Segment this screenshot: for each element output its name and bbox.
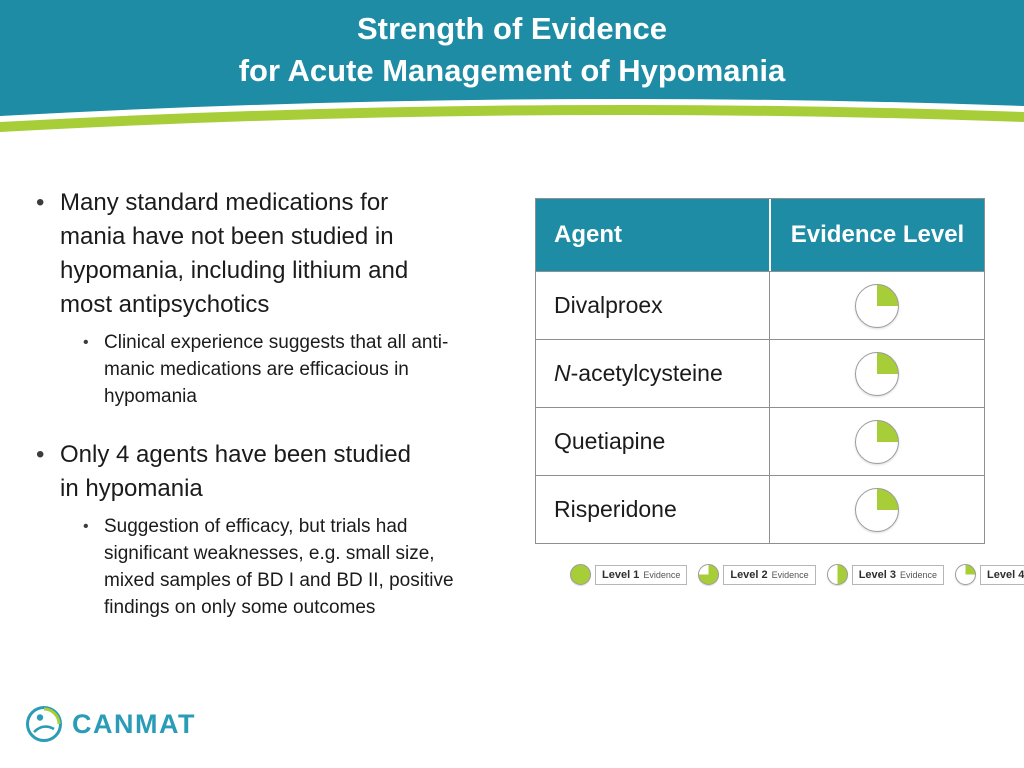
slide-title-line1: Strength of Evidence xyxy=(356,11,668,46)
agent-name: Divalproex xyxy=(536,272,769,339)
legend-level-label: Level 3 xyxy=(858,568,896,581)
bullet-group: Many standard medications for mania have… xyxy=(33,186,533,410)
agent-name-text: Risperidone xyxy=(554,496,677,522)
evidence-cell xyxy=(769,408,984,475)
table-row: Quetiapine xyxy=(536,407,984,475)
agent-name-text: Divalproex xyxy=(554,292,663,318)
bullet-item: Only 4 agents have been studied in hypom… xyxy=(33,438,435,506)
header-teal-shape xyxy=(0,0,1024,116)
agent-name-text: Quetiapine xyxy=(554,428,666,454)
header-band xyxy=(0,0,1024,132)
legend-pie-icon xyxy=(826,564,848,585)
evidence-pie-icon xyxy=(855,283,899,328)
legend-label-box: Level 2 Evidence xyxy=(723,564,816,585)
canmat-logo: CANMAT xyxy=(24,704,196,744)
legend-level-label: Level 4 xyxy=(987,568,1024,581)
evidence-pie-icon xyxy=(855,419,899,464)
legend-word-label: Evidence xyxy=(771,569,809,580)
col-header-evidence: Evidence Level xyxy=(769,199,984,271)
legend-level-label: Level 2 xyxy=(730,568,768,581)
evidence-cell xyxy=(769,476,984,543)
sub-bullet: Suggestion of efficacy, but trials had s… xyxy=(81,513,459,621)
legend-label-box: Level 4 Evidence xyxy=(980,564,1024,585)
evidence-pie-icon xyxy=(855,487,899,532)
evidence-cell xyxy=(769,272,984,339)
legend-item: Level 4 Evidence xyxy=(955,564,1024,585)
agent-name: Risperidone xyxy=(536,476,769,543)
agent-name-text: -acetylcysteine xyxy=(570,360,723,386)
header-green-swoosh xyxy=(0,104,1024,132)
table-row: Risperidone xyxy=(536,475,984,543)
agent-name: Quetiapine xyxy=(536,408,769,475)
legend-word-label: Evidence xyxy=(900,569,938,580)
agent-name-italic-prefix: N xyxy=(554,360,571,386)
legend-pie-icon xyxy=(570,564,591,585)
legend-pie-icon xyxy=(955,564,977,585)
canmat-logo-icon xyxy=(26,706,62,742)
legend-item: Level 3 Evidence xyxy=(826,564,945,585)
table-header-row: Agent Evidence Level xyxy=(536,199,984,271)
legend-label-box: Level 3 Evidence xyxy=(851,564,945,585)
agent-name: N-acetylcysteine xyxy=(536,340,769,407)
sub-bullet: Clinical experience suggests that all an… xyxy=(81,329,459,410)
legend-item: Level 2 Evidence xyxy=(698,564,816,585)
evidence-cell xyxy=(769,340,984,407)
bullet-list: Many standard medications for mania have… xyxy=(33,186,533,621)
table-row: Divalproex xyxy=(536,271,984,339)
evidence-legend: Level 1 Evidence Level 2 Evidence Level … xyxy=(570,564,1024,585)
col-header-agent: Agent xyxy=(554,221,622,248)
slide-title-line2: for Acute Management of Hypomania xyxy=(238,53,786,88)
legend-item: Level 1 Evidence xyxy=(570,564,688,585)
evidence-pie-icon xyxy=(855,351,899,396)
bullet-item: Many standard medications for mania have… xyxy=(33,186,435,322)
slide-title: Strength of Evidence for Acute Managemen… xyxy=(0,8,1024,92)
legend-label-box: Level 1 Evidence xyxy=(595,564,688,585)
bullet-group: Only 4 agents have been studied in hypom… xyxy=(33,438,533,621)
legend-pie-icon xyxy=(698,564,720,585)
canmat-logo-text: CANMAT xyxy=(72,708,196,739)
legend-word-label: Evidence xyxy=(643,569,681,580)
legend-level-label: Level 1 xyxy=(602,568,640,581)
evidence-table: Agent Evidence Level Divalproex N-acetyl… xyxy=(535,198,985,544)
table-row: N-acetylcysteine xyxy=(536,339,984,407)
